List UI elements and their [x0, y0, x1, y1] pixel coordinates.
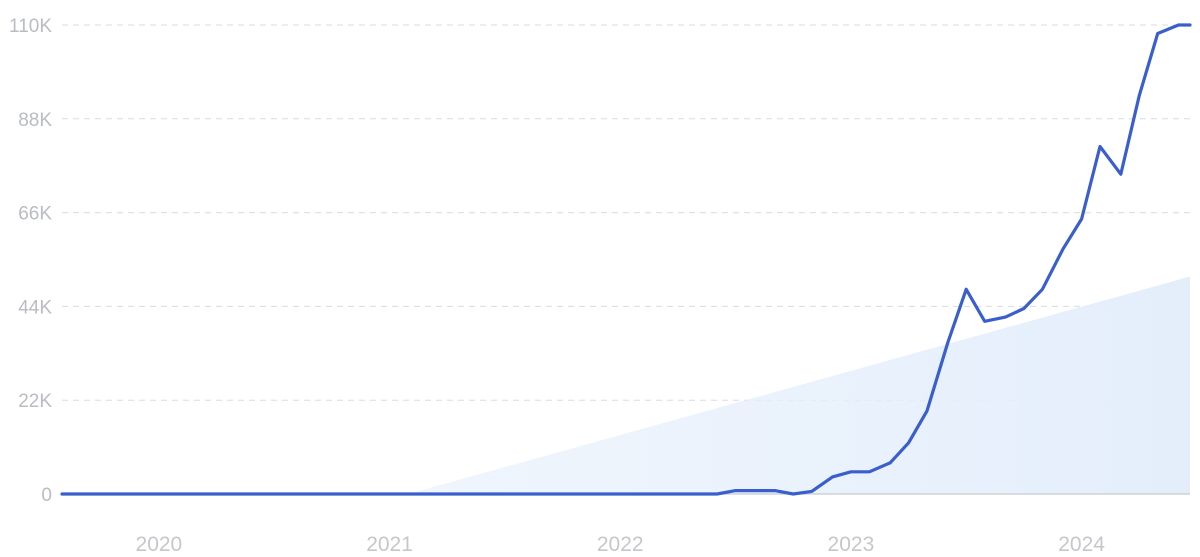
y-axis-ticks: 0 22K 44K 66K 88K 110K	[9, 16, 52, 506]
data-series	[60, 23, 1192, 496]
y-tick-label: 22K	[18, 391, 52, 412]
trend-fill	[408, 276, 1190, 494]
y-tick-label: 0	[41, 485, 52, 506]
x-tick-label: 2021	[366, 533, 413, 556]
x-tick-label: 2020	[136, 533, 183, 556]
y-tick-label: 66K	[18, 204, 52, 225]
series-line	[60, 23, 1192, 496]
x-tick-label: 2022	[597, 533, 644, 556]
y-tick-label: 44K	[18, 297, 52, 318]
trend-area	[408, 276, 1190, 494]
x-tick-label: 2023	[828, 533, 875, 556]
y-tick-label: 110K	[9, 16, 52, 37]
y-tick-label: 88K	[18, 110, 52, 131]
x-axis-ticks: 2020 2021 2022 2023 2024	[136, 533, 1106, 556]
x-tick-label: 2024	[1058, 533, 1105, 556]
